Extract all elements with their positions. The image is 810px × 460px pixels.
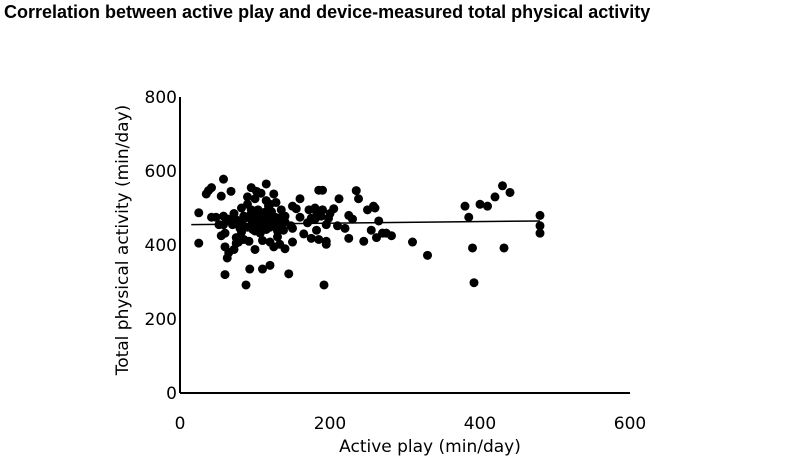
data-point — [216, 191, 226, 201]
x-tick-label: 0 — [175, 414, 186, 434]
data-point — [490, 192, 500, 202]
data-point — [226, 186, 236, 196]
x-tick-label: 200 — [314, 414, 346, 434]
data-point — [366, 225, 376, 235]
data-point — [499, 243, 509, 253]
data-point — [483, 201, 492, 211]
data-point — [535, 221, 545, 231]
data-point — [469, 278, 479, 288]
data-point — [318, 205, 327, 215]
data-point — [354, 194, 363, 204]
y-axis-label: Total physical activity (min/day) — [113, 105, 133, 377]
data-point — [505, 187, 515, 197]
data-point — [243, 192, 252, 202]
y-tick-label: 200 — [145, 310, 177, 330]
y-tick-label: 600 — [145, 162, 177, 182]
data-point — [498, 181, 507, 191]
data-point — [265, 260, 275, 270]
data-point — [348, 214, 357, 224]
data-point — [408, 237, 417, 247]
data-point — [220, 270, 230, 280]
x-axis-label: Active play (min/day) — [339, 437, 521, 457]
data-point — [387, 231, 396, 241]
data-point — [314, 234, 324, 244]
data-point — [291, 204, 301, 214]
chart-title: Correlation between active play and devi… — [4, 2, 651, 22]
data-point — [475, 199, 485, 209]
data-point — [374, 216, 384, 226]
data-point — [319, 280, 329, 290]
data-point — [258, 236, 267, 246]
data-point — [460, 201, 470, 211]
x-tick-label: 600 — [614, 414, 646, 434]
data-point — [318, 185, 327, 195]
data-point — [250, 194, 260, 204]
data-point — [211, 212, 221, 222]
data-point — [334, 194, 344, 204]
data-point — [351, 186, 361, 196]
data-point — [295, 212, 305, 222]
data-point — [340, 223, 350, 233]
data-point — [280, 244, 290, 254]
data-point — [329, 204, 339, 214]
points-layer — [194, 174, 545, 290]
x-tick-label: 400 — [464, 414, 496, 434]
y-tick-label: 0 — [166, 384, 177, 404]
data-point — [269, 189, 279, 199]
data-point — [250, 244, 260, 254]
data-point — [279, 225, 288, 235]
data-point — [288, 237, 297, 247]
data-point — [220, 228, 230, 238]
data-point — [535, 210, 545, 220]
y-tick-labels: 0 200 400 600 800 — [145, 88, 177, 404]
data-point — [273, 232, 282, 242]
data-point — [306, 233, 316, 243]
data-point — [464, 212, 474, 222]
data-point — [333, 221, 342, 231]
data-point — [423, 250, 432, 260]
data-point — [359, 236, 369, 246]
data-point — [207, 183, 216, 193]
data-point — [321, 239, 331, 249]
data-point — [370, 203, 380, 213]
data-point — [194, 208, 204, 218]
y-tick-label: 800 — [145, 88, 177, 108]
data-point — [284, 269, 294, 279]
data-point — [299, 229, 309, 239]
data-point — [468, 243, 477, 253]
data-point — [194, 238, 204, 248]
data-point — [295, 194, 305, 204]
data-point — [271, 197, 281, 207]
data-point — [535, 228, 545, 238]
y-tick-label: 400 — [145, 236, 177, 256]
x-tick-labels: 0 200 400 600 — [175, 414, 647, 434]
data-point — [312, 225, 321, 235]
data-point — [237, 227, 246, 237]
data-point — [261, 179, 271, 189]
data-point — [344, 233, 354, 243]
data-point — [219, 174, 228, 184]
data-point — [244, 236, 254, 246]
data-point — [241, 280, 251, 290]
data-point — [288, 223, 297, 233]
data-point — [258, 264, 267, 274]
data-point — [256, 188, 266, 198]
data-point — [245, 264, 255, 274]
